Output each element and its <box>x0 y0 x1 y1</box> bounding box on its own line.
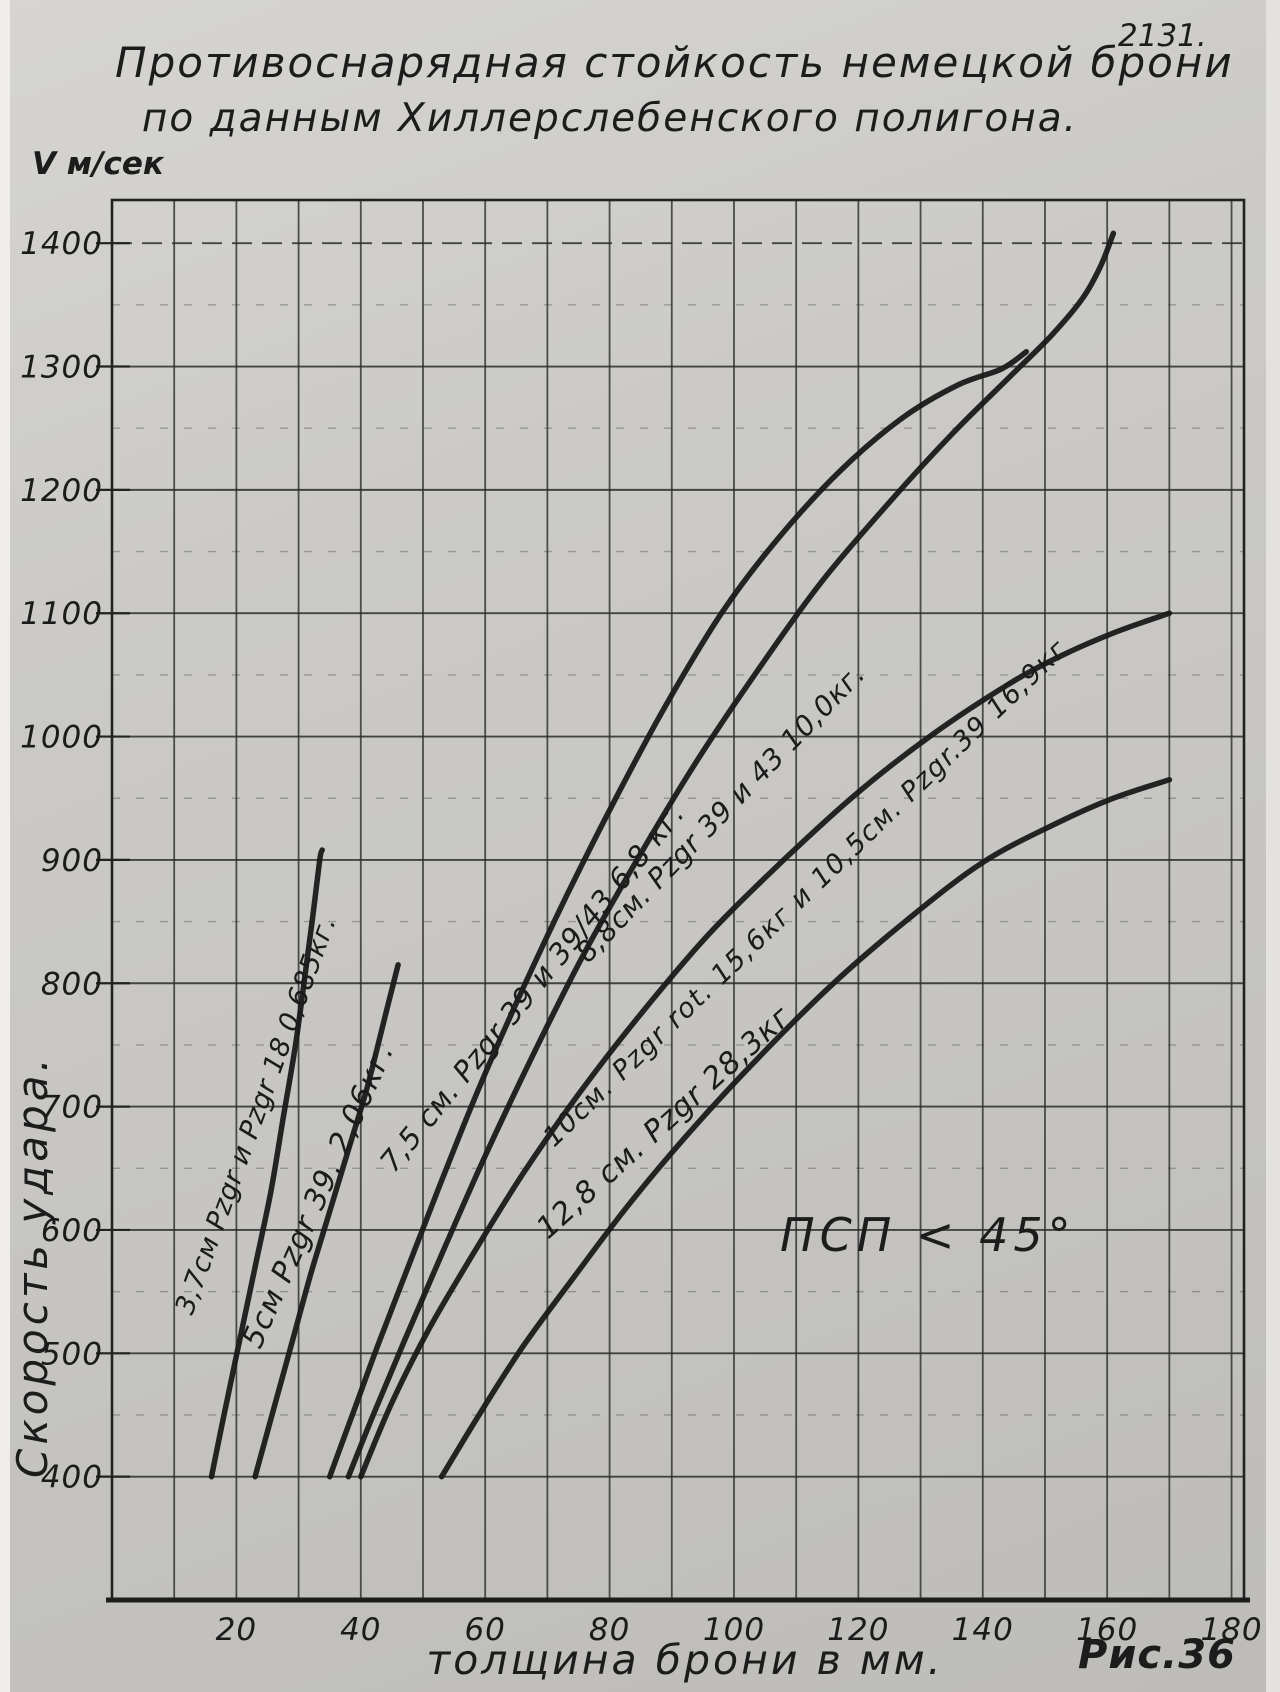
chart-title-line1: Противоснарядная стойкость немецкой брон… <box>115 38 1234 87</box>
x-tick-label: 100 <box>703 1612 765 1648</box>
y-tick-label: 800 <box>41 966 103 1002</box>
y-tick-label: 600 <box>41 1213 103 1249</box>
x-tick-label: 180 <box>1200 1612 1262 1648</box>
x-tick-label: 140 <box>952 1612 1014 1648</box>
curve-series-1 <box>208 847 325 1480</box>
x-tick-label: 160 <box>1076 1612 1138 1648</box>
x-axis-title: толщина брони в мм. <box>426 1636 944 1684</box>
chart-title-line2: по данным Хиллерслебенского полигона. <box>141 96 1079 141</box>
curve-series-4 <box>345 230 1117 1480</box>
y-tick-label: 1300 <box>20 350 103 386</box>
page-number: 2131. <box>1118 18 1207 54</box>
y-tick-label: 700 <box>41 1090 103 1126</box>
impact-angle-annotation: ПСП < 45° <box>780 1208 1076 1262</box>
figure-number-label: Рис.36 <box>1078 1632 1236 1678</box>
x-tick-label: 40 <box>340 1612 381 1648</box>
y-tick-label: 900 <box>41 843 103 879</box>
x-tick-label: 60 <box>464 1612 505 1648</box>
x-tick-label: 120 <box>827 1612 889 1648</box>
y-tick-label: 1000 <box>20 720 103 756</box>
paper-edge-right <box>1266 0 1280 1692</box>
y-axis-unit-label: V м/сек <box>32 146 164 182</box>
y-tick-label: 400 <box>41 1460 103 1496</box>
curve-series-3 <box>326 348 1030 1480</box>
x-tick-label: 80 <box>589 1612 630 1648</box>
x-tick-label: 20 <box>216 1612 257 1648</box>
curve-series-5 <box>358 610 1173 1480</box>
plot-frame <box>110 198 1246 1602</box>
y-tick-label: 1200 <box>20 473 103 509</box>
paper-edge-left <box>0 0 10 1692</box>
y-tick-label: 1100 <box>20 596 103 632</box>
curve-series-2 <box>252 962 401 1480</box>
y-tick-label: 1400 <box>20 226 103 262</box>
y-tick-label: 500 <box>41 1336 103 1372</box>
curve-series-6 <box>438 776 1173 1480</box>
